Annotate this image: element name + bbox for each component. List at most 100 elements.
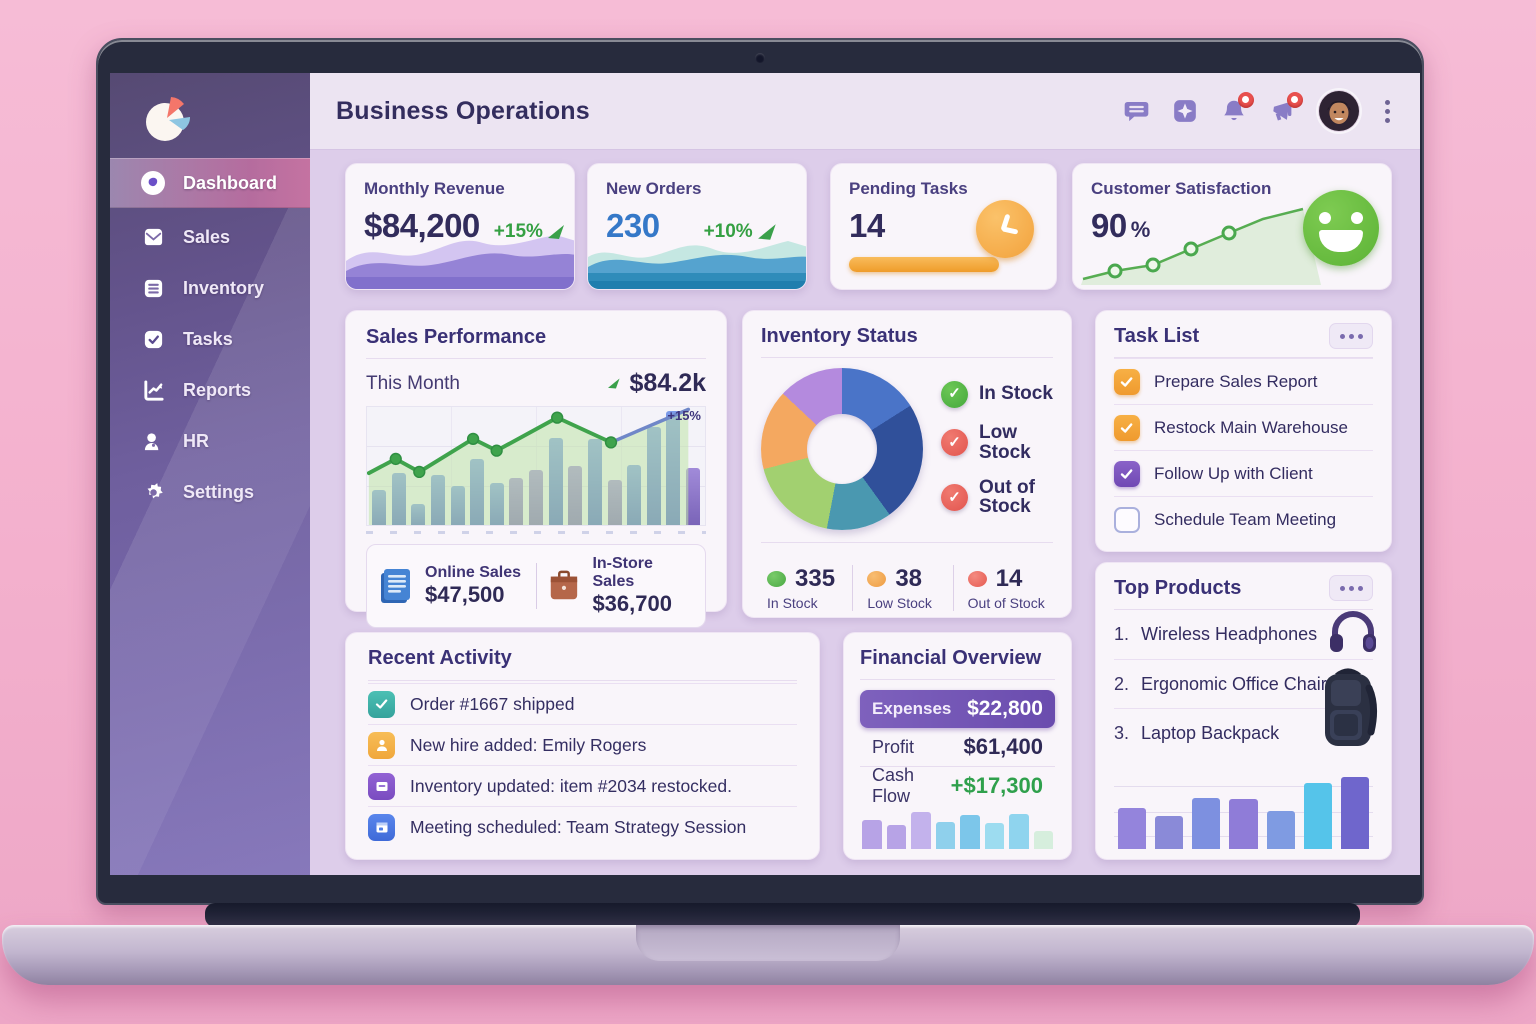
kpi-value: 90 [1091, 207, 1127, 244]
sidebar-item-settings[interactable]: Settings [110, 467, 310, 518]
list-icon [140, 276, 166, 302]
sidebar-item-reports[interactable]: Reports [110, 365, 310, 416]
ellipsis-menu-button[interactable] [1329, 575, 1373, 601]
person-icon [140, 429, 166, 455]
task-row[interactable]: Restock Main Warehouse [1114, 404, 1373, 450]
top-products-bar-chart [1114, 767, 1373, 849]
briefcase-icon [550, 570, 577, 600]
laptop-base [2, 925, 1534, 985]
product-row[interactable]: 2. Ergonomic Office Chair [1114, 659, 1373, 708]
sidebar-item-inventory[interactable]: Inventory [110, 263, 310, 314]
clock-icon [976, 200, 1034, 258]
check-circle-icon: ✓ [941, 483, 968, 511]
top-header: Business Operations [310, 73, 1420, 150]
online-sales-label: Online Sales [425, 564, 522, 581]
kpi-title: Customer Satisfaction [1091, 179, 1272, 198]
recent-activity-panel: Recent Activity Order #1667 shipped New … [345, 632, 820, 860]
inventory-donut-chart [761, 368, 923, 530]
check-icon [368, 690, 395, 718]
bell-icon[interactable] [1220, 92, 1254, 125]
stat-out-of-stock: 14 Out of Stock [952, 565, 1053, 611]
sidebar-item-hr[interactable]: HR [110, 416, 310, 467]
task-row[interactable]: Follow Up with Client [1114, 450, 1373, 496]
sidebar-item-dashboard[interactable]: Dashboard [110, 158, 310, 208]
check-circle-icon: ✓ [941, 429, 968, 457]
sales-split-summary: Online Sales $47,500 In-Store Sales $36,… [366, 544, 706, 628]
kpi-card-new-orders: New Orders 230 +10% [587, 163, 807, 290]
kpi-delta: +15% [494, 221, 567, 243]
panel-title: Inventory Status [761, 325, 918, 347]
up-arrow-icon [547, 225, 564, 239]
check-circle-icon: ✓ [941, 380, 968, 408]
product-row[interactable]: 3. Laptop Backpack [1114, 708, 1373, 757]
financial-overview-panel: Financial Overview Expenses $22,800 Prof… [843, 632, 1072, 860]
kpi-value: 14 [849, 207, 885, 244]
sidebar-item-sales[interactable]: Sales [110, 212, 310, 263]
sales-chart: +15% [366, 406, 706, 526]
person-icon [368, 731, 395, 759]
kebab-menu-icon[interactable] [1381, 98, 1394, 125]
top-products-panel: Top Products 1. Wireless Headphones 2. E… [1095, 562, 1392, 860]
checked-checkbox-icon[interactable] [1114, 368, 1140, 395]
dashboard-icon [140, 170, 166, 196]
period-label: This Month [366, 372, 460, 394]
mail-icon [140, 225, 166, 251]
kpi-card-monthly-revenue: Monthly Revenue $84,200 +15% [345, 163, 575, 290]
pending-tasks-progressbar [849, 257, 999, 272]
instore-sales: In-Store Sales $36,700 [547, 555, 694, 617]
online-sales-value: $47,500 [425, 582, 505, 607]
up-arrow-icon [607, 378, 620, 389]
expenses-row: Expenses $22,800 [860, 690, 1055, 728]
instore-sales-label: In-Store Sales [592, 555, 653, 590]
sidebar-item-label: Dashboard [183, 172, 278, 193]
task-row[interactable]: Prepare Sales Report [1114, 358, 1373, 404]
sidebar-item-tasks[interactable]: Tasks [110, 314, 310, 365]
checked-checkbox-icon[interactable] [1114, 414, 1140, 441]
satisfaction-sparkline [1081, 207, 1321, 285]
sparkle-square-icon[interactable] [1171, 97, 1199, 125]
kpi-card-pending-tasks: Pending Tasks 14 [830, 163, 1057, 290]
chart-delta-label: +15% [667, 408, 701, 423]
up-arrow-icon [757, 224, 776, 240]
kpi-value: $84,200 [364, 207, 480, 244]
activity-row: Meeting scheduled: Team Strategy Session [368, 806, 797, 847]
gear-icon [140, 480, 166, 506]
document-icon [381, 569, 410, 603]
task-list-panel: Task List Prepare Sales Report Restock M… [1095, 310, 1392, 552]
notification-badge [1287, 92, 1303, 108]
megaphone-icon[interactable] [1269, 92, 1303, 125]
inventory-status-panel: Inventory Status ✓ In Stock ✓ Low Stock [742, 310, 1072, 618]
profit-row: Profit $61,400 [872, 734, 1043, 759]
panel-title: Recent Activity [368, 647, 512, 669]
calendar-icon [368, 813, 395, 841]
panel-title: Sales Performance [366, 326, 547, 348]
box-icon [368, 772, 395, 800]
checkbox-icon [140, 327, 166, 353]
kpi-title: Pending Tasks [849, 179, 968, 198]
webcam-dot [755, 53, 765, 63]
kpi-delta: +10% [704, 221, 779, 243]
notification-badge [1238, 92, 1254, 108]
kpi-value: 230 [606, 207, 660, 244]
task-row[interactable]: Schedule Team Meeting [1114, 496, 1373, 542]
avatar[interactable] [1318, 90, 1360, 132]
dashboard-content: Monthly Revenue $84,200 +15% New Orders [310, 150, 1420, 875]
period-value: $84.2k [607, 369, 706, 398]
activity-row: Inventory updated: item #2034 restocked. [368, 765, 797, 806]
sidebar-item-label: HR [183, 431, 209, 451]
chat-icon[interactable] [1122, 97, 1150, 125]
instore-sales-value: $36,700 [592, 591, 672, 616]
checked-checkbox-icon[interactable] [1114, 460, 1140, 487]
smiley-icon [1303, 190, 1379, 266]
legend-out-of-stock: ✓ Out of Stock [941, 477, 1053, 518]
wave-decoration [588, 241, 806, 289]
axis-ticks [366, 531, 706, 534]
product-row[interactable]: 1. Wireless Headphones [1114, 624, 1318, 644]
panel-title: Top Products [1114, 576, 1242, 599]
stat-low-stock: 38 Low Stock [852, 565, 952, 611]
empty-checkbox-icon[interactable] [1114, 506, 1140, 533]
sidebar-item-label: Settings [183, 482, 255, 502]
kpi-card-customer-satisfaction: Customer Satisfaction 90 % [1072, 163, 1392, 290]
ellipsis-menu-button[interactable] [1329, 323, 1373, 349]
wave-decoration [346, 235, 574, 289]
